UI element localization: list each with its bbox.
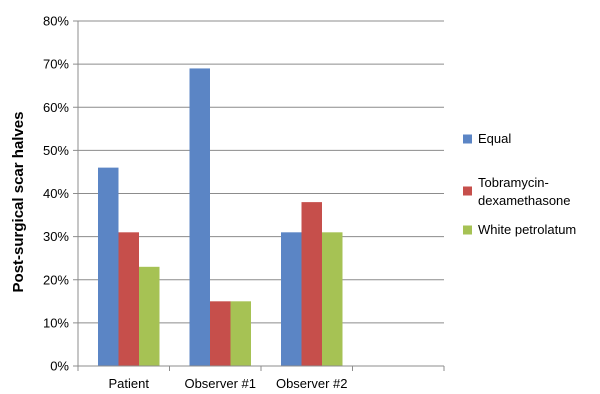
y-tick-label: 20% (43, 272, 69, 287)
y-tick-label: 80% (43, 14, 69, 29)
bar-tobramycin-dexamethasone-patient (118, 232, 139, 366)
bar-white-petrolatum-patient (139, 266, 160, 366)
y-tick-label: 50% (43, 143, 69, 158)
bar-white-petrolatum-observer-2 (322, 232, 343, 366)
legend-swatch-equal (463, 134, 472, 144)
y-tick-label: 60% (43, 100, 69, 115)
y-axis-title: Post-surgical scar halves (10, 112, 27, 293)
bar-tobramycin-dexamethasone-observer-1 (210, 301, 231, 366)
x-category-label: Patient (109, 376, 150, 391)
y-tick-label: 0% (50, 359, 69, 374)
axes (77, 21, 445, 371)
y-tick-label: 40% (43, 186, 69, 201)
x-category-label: Observer #2 (276, 376, 348, 391)
legend: Equal Tobramycin-dexamethasone White petro… (463, 131, 576, 237)
bar-equal-observer-2 (281, 232, 302, 366)
bar-tobramycin-dexamethasone-observer-2 (301, 202, 322, 366)
legend-label-equal: Equal (478, 131, 511, 146)
y-tick-label: 10% (43, 315, 69, 330)
bars (98, 68, 343, 366)
bar-equal-observer-1 (189, 68, 210, 366)
legend-label-tobramycin-dexamethasone: Tobramycin-dexamethasone (478, 175, 571, 208)
legend-swatch-white-petrolatum (463, 225, 472, 235)
bar-equal-patient (98, 167, 119, 366)
bar-white-petrolatum-observer-1 (230, 301, 251, 366)
x-category-label: Observer #1 (184, 376, 256, 391)
y-axis-tick-labels: 0% 10% 20% 30% 40% 50% 60% 70% 80% (43, 14, 69, 374)
legend-swatch-tobramycin-dexamethasone (463, 186, 472, 196)
y-tick-label: 70% (43, 57, 69, 72)
legend-label-white-petrolatum: White petrolatum (478, 222, 576, 237)
y-tick-label: 30% (43, 229, 69, 244)
x-axis-category-labels: Patient Observer #1 Observer #2 (109, 376, 348, 391)
